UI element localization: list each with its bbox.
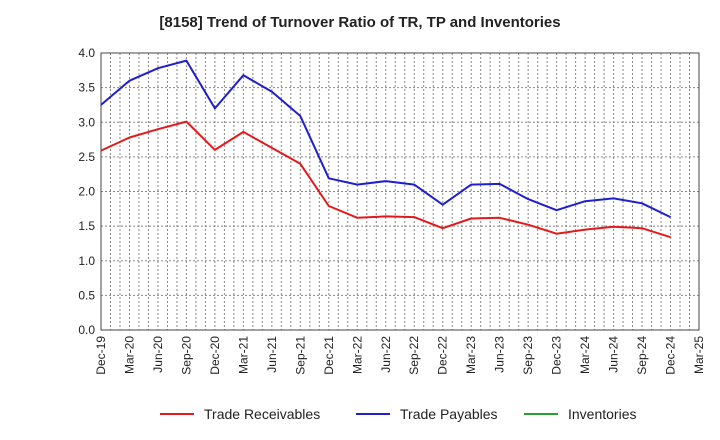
y-tick-label: 2.5	[78, 150, 95, 164]
x-tick-label: Dec-23	[550, 336, 564, 375]
series-layer	[100, 59, 671, 239]
grid-layer	[101, 53, 699, 330]
x-tick-label: Dec-20	[208, 336, 222, 375]
y-tick-label: 1.5	[78, 219, 95, 233]
legend-label: Trade Payables	[400, 406, 498, 422]
x-tick-label: Jun-20	[151, 336, 165, 373]
y-tick-label: 4.0	[78, 46, 95, 60]
y-tick-label: 1.0	[78, 254, 95, 268]
y-tick-label: 0.5	[78, 288, 95, 302]
y-tick-label: 2.0	[78, 185, 95, 199]
x-tick-label: Sep-21	[293, 336, 307, 375]
series-line-trade-payables	[100, 59, 671, 219]
x-tick-label: Sep-22	[407, 336, 421, 375]
x-tick-label: Sep-23	[521, 336, 535, 375]
legend: Trade Receivables Trade Payables Inventori…	[160, 406, 636, 422]
x-tick-label: Dec-19	[94, 336, 108, 375]
x-tick-label: Mar-20	[122, 336, 136, 374]
series-line-trade-receivables	[100, 120, 671, 239]
y-tick-label: 3.5	[78, 81, 95, 95]
x-tick-label: Mar-23	[464, 336, 478, 374]
x-tick-label: Jun-23	[493, 336, 507, 373]
x-tick-label: Sep-24	[635, 336, 649, 375]
x-tick-label: Mar-25	[692, 336, 706, 374]
x-tick-label: Jun-21	[265, 336, 279, 373]
axis-layer: 0.0 0.5 1.0 1.5 2.0 2.5 3.0 3.5 4.0 Dec-19 Mar-20 J…	[78, 46, 706, 375]
y-tick-label: 0.0	[78, 323, 95, 337]
x-tick-label: Dec-22	[436, 336, 450, 375]
x-tick-label: Jun-24	[607, 336, 621, 373]
x-tick-label: Dec-24	[664, 336, 678, 375]
x-tick-label: Jun-22	[379, 336, 393, 373]
legend-label: Inventories	[568, 406, 636, 422]
chart-title: [8158] Trend of Turnover Ratio of TR, TP…	[159, 14, 561, 31]
plot-frame	[100, 52, 700, 331]
x-tick-label: Sep-20	[179, 336, 193, 375]
x-tick-label: Mar-21	[236, 336, 250, 374]
x-tick-label: Mar-24	[578, 336, 592, 374]
y-tick-label: 3.0	[78, 115, 95, 129]
x-tick-label: Mar-22	[350, 336, 364, 374]
x-tick-label: Dec-21	[322, 336, 336, 375]
legend-label: Trade Receivables	[204, 406, 320, 422]
